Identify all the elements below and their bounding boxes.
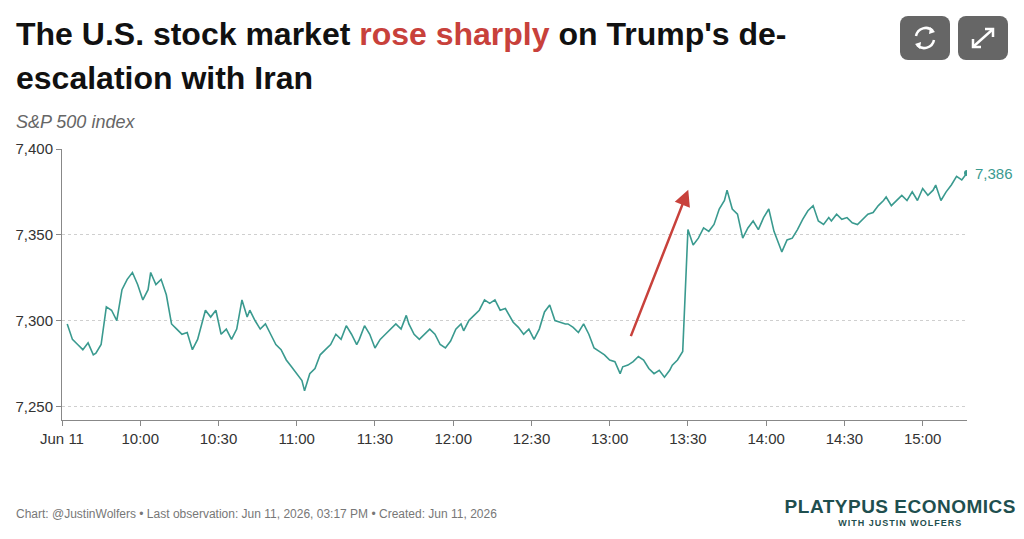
svg-text:7,400: 7,400 <box>15 140 53 157</box>
html-text:The U.S. stock market rose sha: The U.S. stock market rose sharply on Tr… <box>16 16 787 96</box>
svg-text:12:00: 12:00 <box>434 430 472 447</box>
svg-text:12:30: 12:30 <box>513 430 551 447</box>
svg-text:14:00: 14:00 <box>747 430 785 447</box>
svg-text:15:00: 15:00 <box>904 430 942 447</box>
svg-text:10:00: 10:00 <box>121 430 159 447</box>
svg-text:10:30: 10:30 <box>200 430 238 447</box>
svg-text:7,250: 7,250 <box>15 398 53 415</box>
html-text:Chart: @JustinWolfers • Last o: Chart: @JustinWolfers • Last observation… <box>16 507 497 521</box>
svg-text:11:30: 11:30 <box>357 430 393 447</box>
html-text:S&P 500 index: S&P 500 index <box>16 112 135 132</box>
svg-text:7,386: 7,386 <box>975 165 1013 182</box>
svg-text:7,350: 7,350 <box>15 226 53 243</box>
svg-text:7,300: 7,300 <box>15 312 53 329</box>
html-text:PLATYPUS ECONOMICS: PLATYPUS ECONOMICS <box>784 496 1016 517</box>
svg-text:14:30: 14:30 <box>826 430 864 447</box>
html-text:WITH JUSTIN WOLFERS: WITH JUSTIN WOLFERS <box>838 518 963 528</box>
svg-text:Jun 11: Jun 11 <box>40 430 84 447</box>
svg-text:13:00: 13:00 <box>591 430 629 447</box>
svg-text:13:30: 13:30 <box>669 430 707 447</box>
svg-text:11:00: 11:00 <box>279 430 315 447</box>
